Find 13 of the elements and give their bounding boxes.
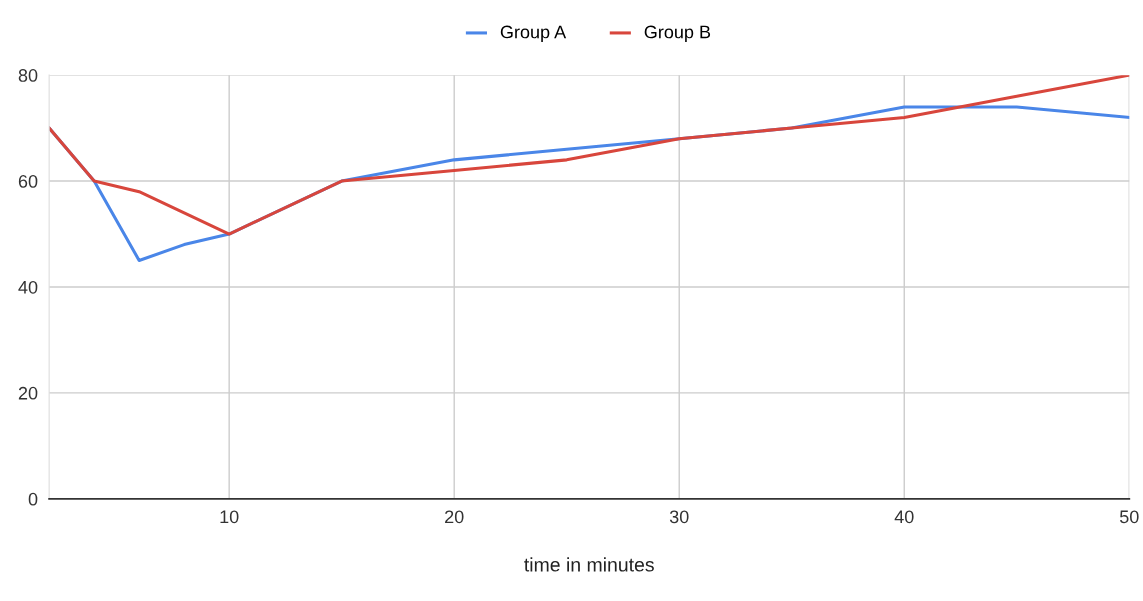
- legend-label: Group B: [644, 25, 711, 42]
- y-tick-label: 80: [18, 69, 38, 82]
- y-tick-label: 0: [28, 492, 38, 506]
- y-tick-label: 60: [18, 174, 38, 188]
- x-tick-label: 50: [1119, 510, 1139, 524]
- y-tick-label: 40: [18, 280, 38, 294]
- x-tick-label: 30: [669, 510, 689, 524]
- x-tick-label: 40: [894, 510, 914, 524]
- y-tick-label: 20: [18, 386, 38, 400]
- x-tick-label: 20: [445, 510, 464, 524]
- x-tick-label: 10: [220, 510, 239, 524]
- legend-label: Group A: [500, 25, 567, 42]
- x-axis-title: time in minutes: [524, 557, 654, 572]
